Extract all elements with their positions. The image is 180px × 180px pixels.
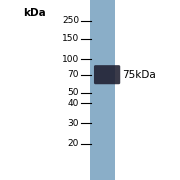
Text: 20: 20 — [68, 140, 79, 148]
Text: 75kDa: 75kDa — [122, 70, 156, 80]
Text: 40: 40 — [68, 99, 79, 108]
Text: 150: 150 — [62, 34, 79, 43]
Text: 70: 70 — [68, 70, 79, 79]
Text: 100: 100 — [62, 55, 79, 64]
Text: 50: 50 — [68, 88, 79, 97]
Text: 250: 250 — [62, 16, 79, 25]
Text: 30: 30 — [68, 119, 79, 128]
FancyBboxPatch shape — [94, 65, 120, 84]
Text: kDa: kDa — [23, 8, 46, 18]
Bar — [115, 0, 180, 180]
Bar — [90, 0, 180, 180]
